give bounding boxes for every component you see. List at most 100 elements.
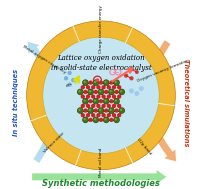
Circle shape: [115, 118, 117, 120]
Text: Metal-oxygen covalency: Metal-oxygen covalency: [22, 45, 67, 75]
Circle shape: [78, 108, 83, 113]
Circle shape: [71, 78, 75, 82]
Circle shape: [83, 90, 87, 94]
Circle shape: [119, 89, 124, 95]
Circle shape: [134, 91, 139, 96]
Circle shape: [94, 99, 96, 102]
Circle shape: [93, 117, 99, 122]
Circle shape: [114, 80, 119, 85]
Text: Theoretical simulations: Theoretical simulations: [183, 59, 189, 146]
Circle shape: [77, 89, 83, 95]
Circle shape: [103, 117, 109, 123]
Text: Valence state: Valence state: [43, 131, 65, 154]
Circle shape: [101, 85, 106, 89]
Circle shape: [82, 117, 89, 123]
Circle shape: [78, 90, 81, 92]
Circle shape: [107, 104, 111, 108]
Circle shape: [87, 107, 94, 114]
Circle shape: [86, 85, 90, 89]
Circle shape: [129, 76, 134, 81]
Circle shape: [117, 104, 121, 108]
Circle shape: [67, 82, 72, 87]
Circle shape: [81, 113, 85, 117]
Circle shape: [109, 99, 114, 103]
FancyArrowPatch shape: [28, 42, 59, 163]
Circle shape: [108, 89, 115, 95]
Circle shape: [96, 104, 101, 108]
Circle shape: [113, 79, 120, 86]
Circle shape: [112, 94, 116, 99]
Text: Synthetic methodologies: Synthetic methodologies: [42, 179, 160, 188]
Circle shape: [115, 99, 117, 102]
Circle shape: [81, 94, 85, 99]
Circle shape: [88, 118, 93, 122]
Circle shape: [113, 98, 120, 105]
Circle shape: [109, 118, 114, 122]
Circle shape: [99, 109, 101, 111]
Circle shape: [117, 94, 121, 99]
Circle shape: [88, 81, 93, 85]
Circle shape: [112, 113, 116, 117]
Circle shape: [94, 90, 98, 94]
Circle shape: [104, 99, 107, 102]
Circle shape: [110, 109, 112, 111]
Circle shape: [120, 90, 122, 92]
Circle shape: [91, 104, 95, 108]
Circle shape: [78, 89, 83, 95]
Text: In situ techniques: In situ techniques: [13, 69, 19, 136]
Circle shape: [103, 98, 109, 104]
Circle shape: [109, 89, 114, 95]
Circle shape: [91, 94, 95, 99]
Circle shape: [88, 99, 93, 103]
Circle shape: [129, 88, 134, 93]
FancyArrowPatch shape: [32, 170, 166, 184]
Circle shape: [114, 98, 119, 104]
Circle shape: [120, 109, 122, 111]
Circle shape: [108, 107, 115, 114]
Circle shape: [88, 89, 93, 95]
Circle shape: [109, 81, 114, 85]
Circle shape: [83, 117, 88, 122]
Circle shape: [107, 94, 111, 99]
Circle shape: [91, 113, 95, 117]
Circle shape: [112, 104, 116, 108]
Circle shape: [87, 89, 94, 95]
Circle shape: [91, 85, 95, 89]
Circle shape: [99, 99, 103, 103]
Circle shape: [81, 85, 85, 89]
Circle shape: [115, 90, 119, 94]
Circle shape: [86, 94, 90, 99]
Circle shape: [104, 81, 107, 83]
Circle shape: [135, 70, 139, 74]
Circle shape: [43, 37, 159, 154]
Circle shape: [103, 98, 109, 105]
Circle shape: [64, 76, 68, 81]
Circle shape: [101, 113, 106, 117]
Circle shape: [119, 107, 125, 114]
Circle shape: [93, 98, 99, 104]
Circle shape: [104, 108, 108, 113]
Circle shape: [101, 104, 106, 108]
Circle shape: [103, 79, 109, 86]
Circle shape: [98, 89, 104, 95]
Circle shape: [117, 85, 121, 89]
Circle shape: [99, 90, 101, 92]
Circle shape: [94, 81, 96, 83]
Circle shape: [82, 79, 89, 86]
Circle shape: [119, 89, 125, 95]
Circle shape: [113, 117, 120, 123]
Text: Oxygen vacancy formation: Oxygen vacancy formation: [136, 58, 189, 83]
Circle shape: [109, 108, 114, 113]
Circle shape: [114, 117, 119, 122]
Circle shape: [110, 90, 112, 92]
Circle shape: [93, 117, 99, 123]
Circle shape: [107, 85, 111, 89]
Circle shape: [98, 89, 104, 95]
Circle shape: [124, 74, 128, 78]
Circle shape: [82, 98, 89, 105]
Circle shape: [129, 67, 134, 71]
Circle shape: [89, 90, 91, 92]
Circle shape: [107, 113, 111, 117]
Circle shape: [93, 79, 99, 86]
Circle shape: [83, 80, 88, 85]
